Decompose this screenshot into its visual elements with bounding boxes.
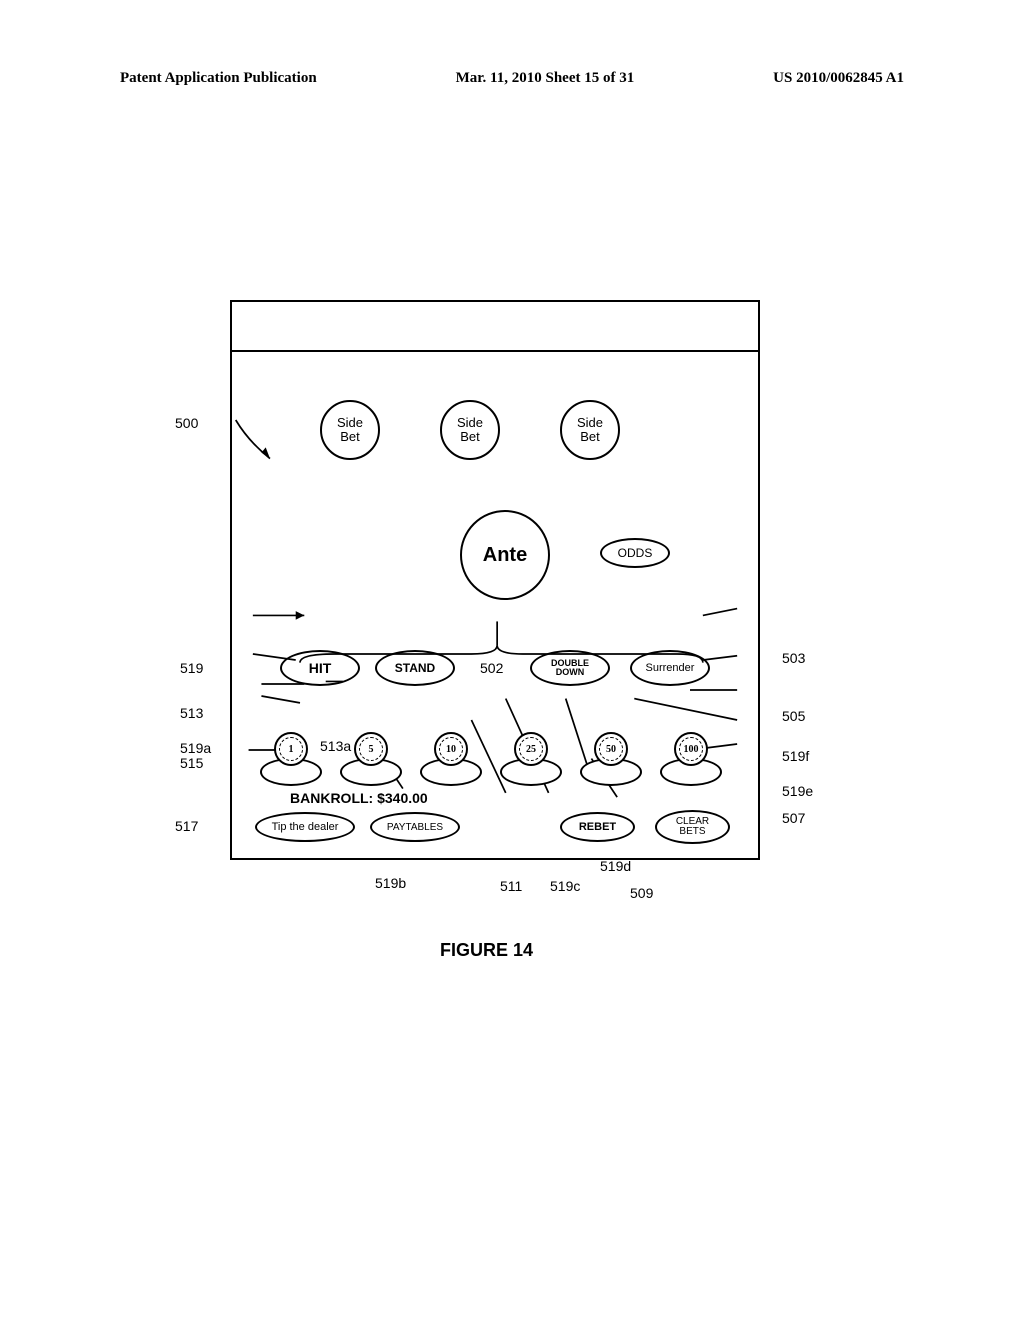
- bankroll: BANKROLL: $340.00: [290, 790, 428, 806]
- side-bet-3[interactable]: Side Bet: [560, 400, 620, 460]
- paytables-label: PAYTABLES: [387, 822, 443, 833]
- stand-button[interactable]: STAND: [375, 650, 455, 686]
- clear-bets-button[interactable]: CLEAR BETS: [655, 810, 730, 844]
- side-bet-1-label: Side Bet: [337, 416, 363, 445]
- chip-2-value: 5: [369, 744, 374, 755]
- chip-4-value: 25: [526, 744, 536, 755]
- side-bet-2-label: Side Bet: [457, 416, 483, 445]
- figure-area: Side Bet Side Bet Side Bet Ante ODDS HIT…: [180, 300, 780, 900]
- chip-6[interactable]: 100: [674, 732, 708, 766]
- ref-519: 519: [180, 660, 203, 676]
- clear-bets-label: CLEAR BETS: [676, 817, 709, 837]
- paytables-button[interactable]: PAYTABLES: [370, 812, 460, 842]
- ref-513a: 513a: [320, 738, 351, 754]
- odds-label: ODDS: [618, 546, 653, 560]
- page-header: Patent Application Publication Mar. 11, …: [120, 70, 904, 87]
- double-down-label: DOUBLE DOWN: [551, 659, 589, 677]
- figure-caption: FIGURE 14: [440, 940, 533, 961]
- stand-label: STAND: [395, 661, 435, 675]
- ref-500: 500: [175, 415, 198, 431]
- rebet-label: REBET: [579, 821, 616, 833]
- chip-6-value: 100: [684, 744, 699, 755]
- ref-505: 505: [782, 708, 805, 724]
- header-left: Patent Application Publication: [120, 70, 317, 87]
- surrender-button[interactable]: Surrender: [630, 650, 710, 686]
- bankroll-label: BANKROLL:: [290, 790, 373, 806]
- ref-503: 503: [782, 650, 805, 666]
- ref-515: 515: [180, 755, 203, 771]
- ante-label: Ante: [483, 544, 527, 566]
- chip-5-value: 50: [606, 744, 616, 755]
- ref-519e: 519e: [782, 783, 813, 799]
- chip-1-value: 1: [289, 744, 294, 755]
- tip-dealer-button[interactable]: Tip the dealer: [255, 812, 355, 842]
- rebet-button[interactable]: REBET: [560, 812, 635, 842]
- chip-3-value: 10: [446, 744, 456, 755]
- ref-519a: 519a: [180, 740, 211, 756]
- ref-517: 517: [175, 818, 198, 834]
- surrender-label: Surrender: [646, 662, 695, 674]
- ref-519c: 519c: [550, 878, 580, 894]
- side-bet-1[interactable]: Side Bet: [320, 400, 380, 460]
- header-right: US 2010/0062845 A1: [773, 70, 904, 87]
- ref-511: 511: [500, 878, 522, 894]
- bankroll-value: $340.00: [377, 790, 428, 806]
- tip-label: Tip the dealer: [272, 821, 339, 833]
- hit-button[interactable]: HIT: [280, 650, 360, 686]
- chip-1[interactable]: 1: [274, 732, 308, 766]
- ref-502: 502: [480, 660, 503, 676]
- chip-2[interactable]: 5: [354, 732, 388, 766]
- chip-3[interactable]: 10: [434, 732, 468, 766]
- ref-507: 507: [782, 810, 805, 826]
- side-bet-3-label: Side Bet: [577, 416, 603, 445]
- ref-519d: 519d: [600, 858, 631, 874]
- chip-4[interactable]: 25: [514, 732, 548, 766]
- ante-circle[interactable]: Ante: [460, 510, 550, 600]
- ref-509: 509: [630, 885, 653, 901]
- inner-divider: [230, 350, 760, 352]
- ref-513: 513: [180, 705, 203, 721]
- ref-519b: 519b: [375, 875, 406, 891]
- hit-label: HIT: [309, 660, 332, 676]
- ref-519f: 519f: [782, 748, 809, 764]
- chip-5[interactable]: 50: [594, 732, 628, 766]
- double-down-button[interactable]: DOUBLE DOWN: [530, 650, 610, 686]
- header-center: Mar. 11, 2010 Sheet 15 of 31: [456, 70, 635, 87]
- odds-oval[interactable]: ODDS: [600, 538, 670, 568]
- side-bet-2[interactable]: Side Bet: [440, 400, 500, 460]
